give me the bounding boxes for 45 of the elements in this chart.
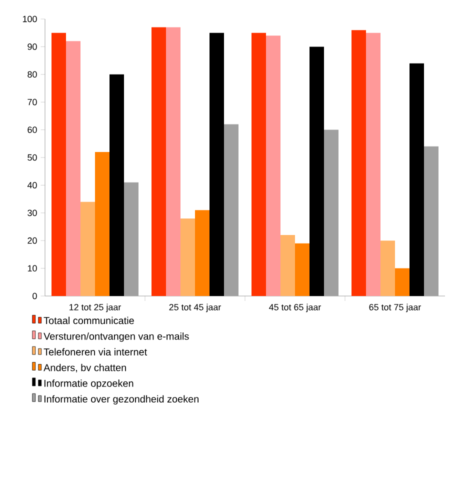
bar — [210, 32, 224, 296]
bar — [66, 41, 80, 296]
y-tick-label: 10 — [28, 265, 37, 272]
x-tick-label: 65 tot 75 jaar — [369, 304, 422, 312]
legend-label: Totaal communicatie — [44, 316, 134, 324]
y-tick-label: 40 — [27, 182, 37, 188]
y-tick-label: 50 — [28, 154, 37, 161]
bar — [395, 268, 410, 296]
bar — [195, 210, 210, 296]
x-tick-label: 25 tot 45 jaar — [169, 304, 222, 312]
y-tick-label: 30 — [28, 210, 37, 216]
y-tick-label: 20 — [28, 237, 37, 244]
bar — [380, 240, 395, 296]
bar — [324, 130, 338, 296]
legend-label: Telefoneren via internet — [44, 348, 148, 356]
bar — [166, 27, 180, 296]
legend-label: Anders, bv chatten — [44, 364, 126, 372]
bar — [366, 32, 380, 296]
bar — [280, 235, 295, 296]
legend-label: Versturen/ontvangen van e-mails — [44, 332, 189, 342]
x-tick-label: 45 tot 65 jaar — [269, 304, 322, 312]
bar — [310, 46, 324, 296]
y-tick-label: 80 — [28, 71, 37, 78]
legend-label: Informatie opzoeken — [44, 380, 134, 389]
y-tick-label: 0 — [32, 292, 37, 300]
y-tick-label: 60 — [28, 126, 37, 133]
bar — [152, 27, 166, 296]
bar — [252, 32, 266, 296]
x-tick-label: 12 tot 25 jaar — [70, 304, 122, 312]
bar — [95, 152, 110, 296]
bar — [80, 202, 95, 296]
bar — [224, 124, 238, 296]
y-tick-label: 100 — [22, 16, 37, 22]
bar — [295, 243, 310, 296]
bar — [124, 182, 138, 296]
bar — [352, 30, 366, 296]
bar — [410, 63, 424, 296]
bar — [110, 74, 124, 296]
bar — [266, 36, 280, 296]
legend-label: Informatie over gezondheid zoeken — [44, 395, 198, 405]
bar — [180, 218, 195, 296]
y-tick-label: 70 — [28, 98, 37, 106]
y-tick-label: 90 — [28, 44, 37, 50]
bar — [52, 32, 66, 296]
bar — [424, 146, 438, 296]
